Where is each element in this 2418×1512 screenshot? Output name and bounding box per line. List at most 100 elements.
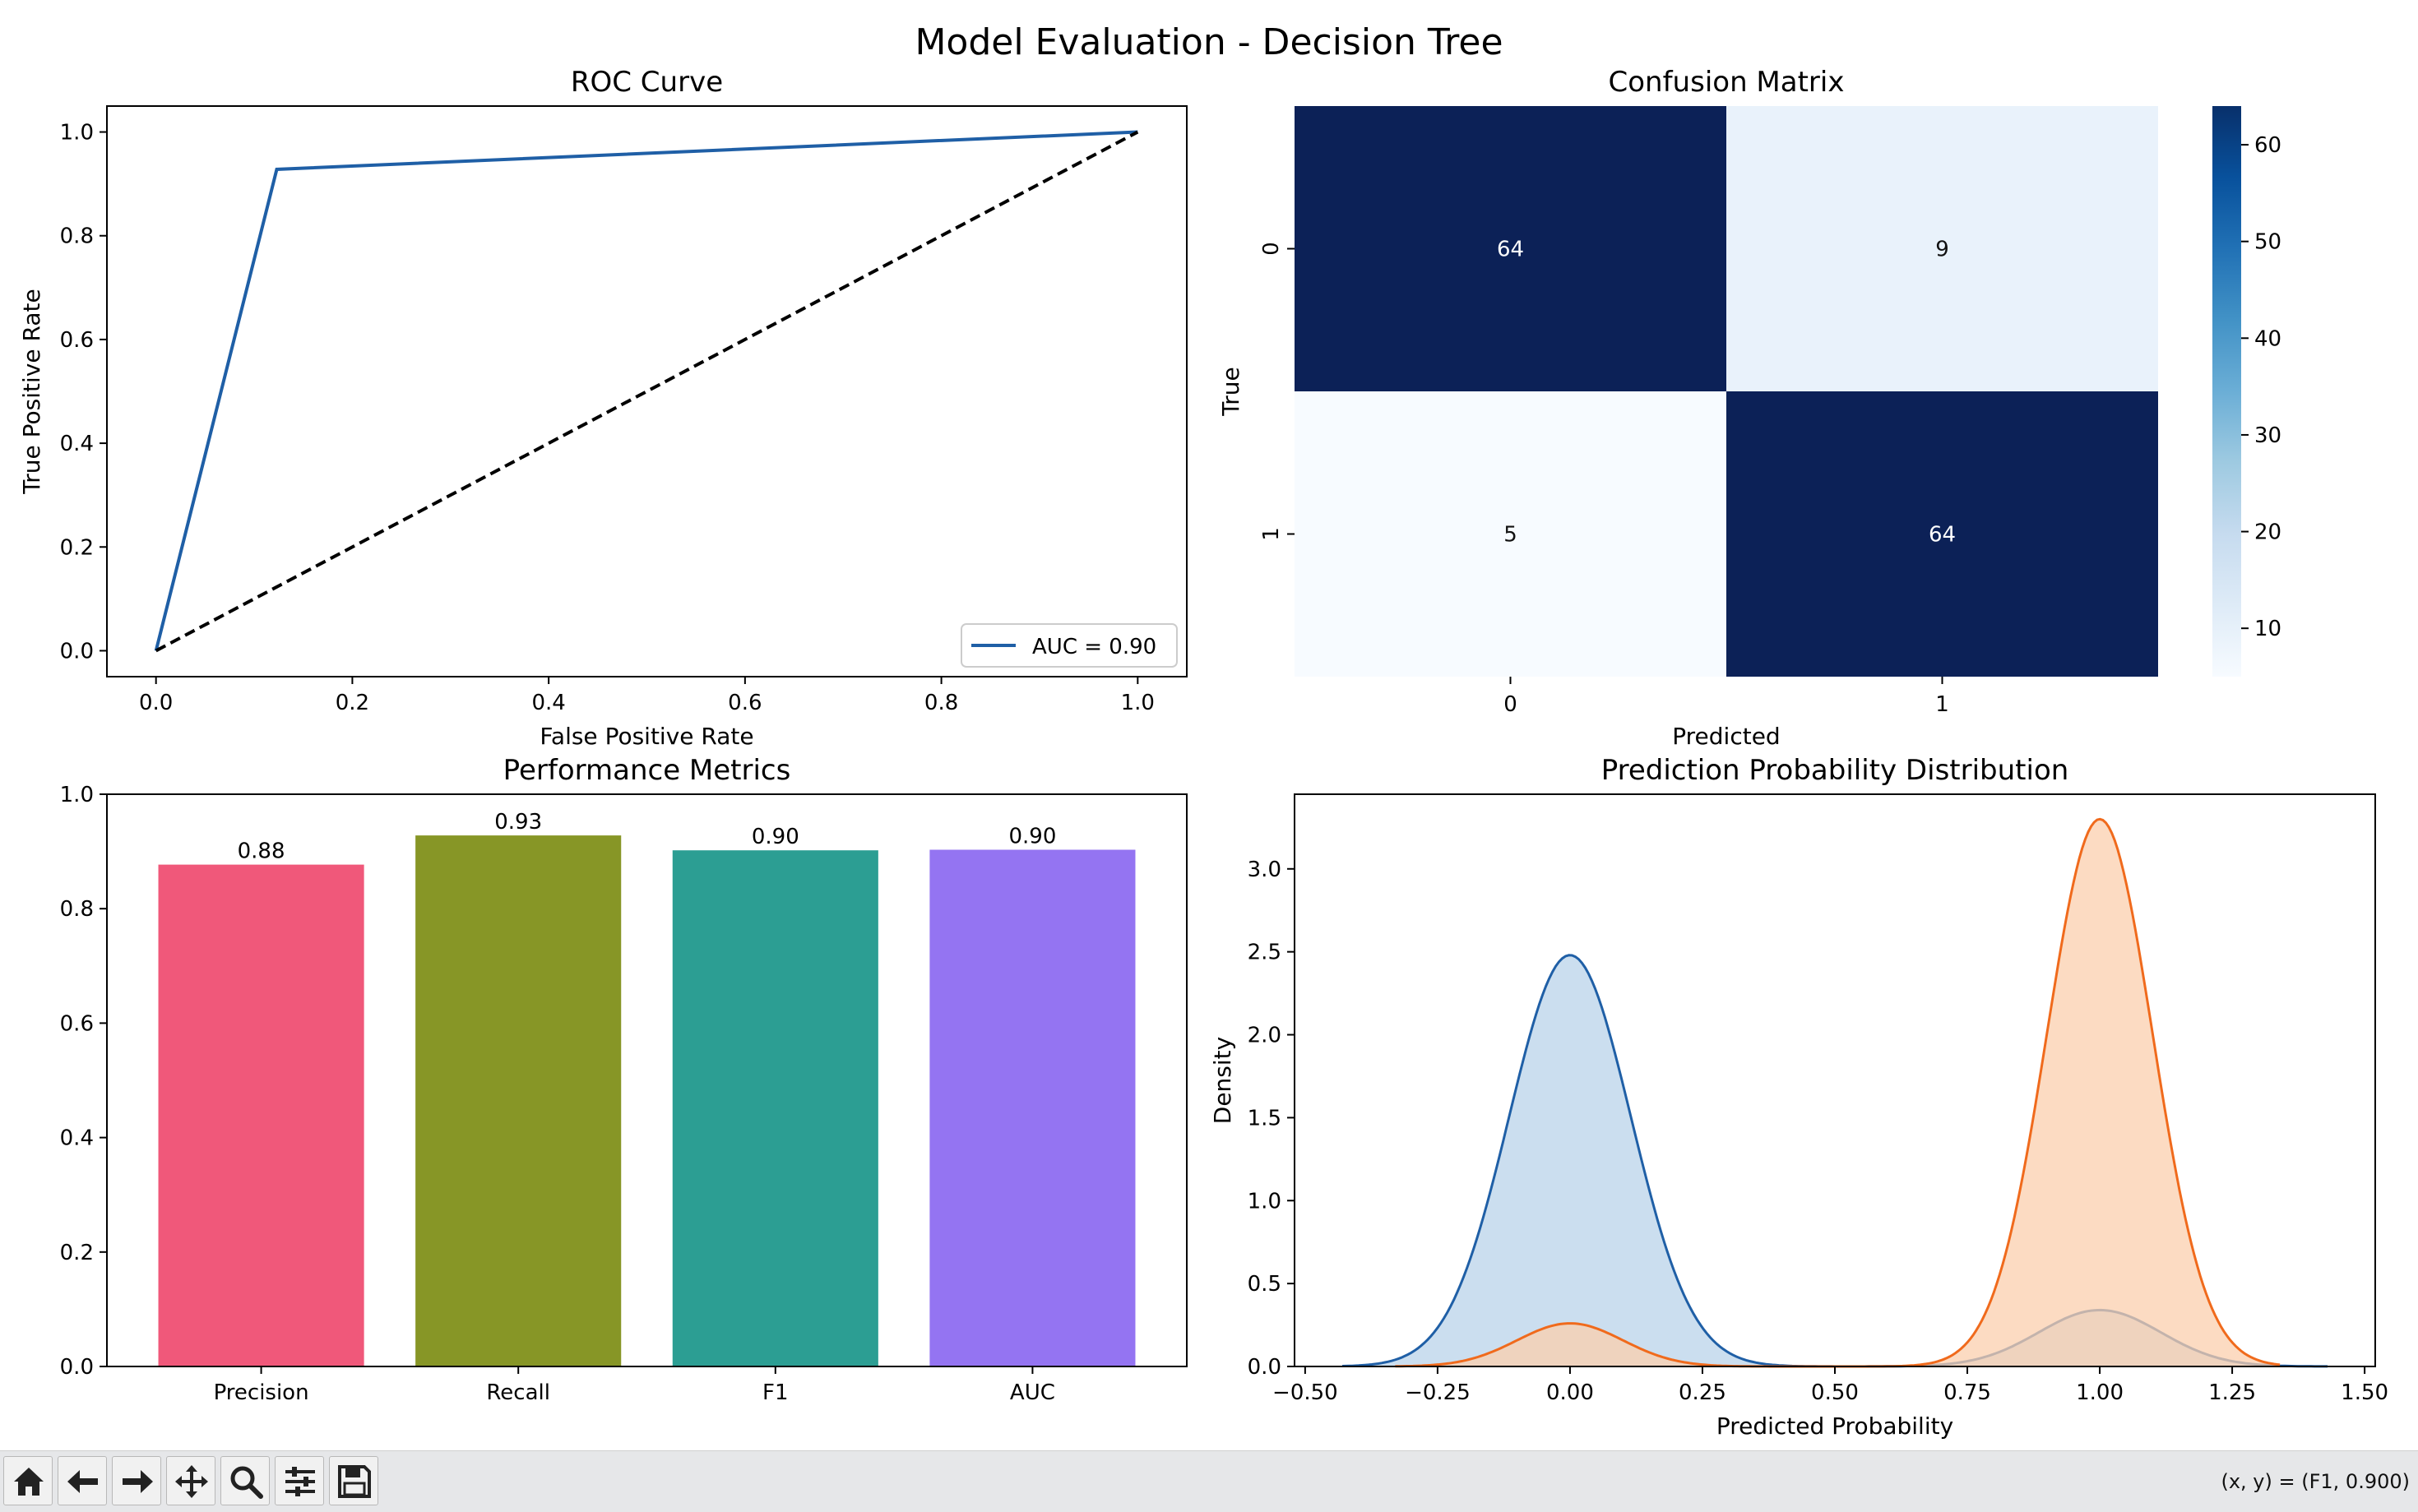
- colorbar-tick-label: 60: [2254, 133, 2281, 158]
- metrics-x-tick-label: AUC: [1010, 1380, 1055, 1405]
- metrics-y-tick-label: 0.4: [60, 1126, 94, 1151]
- zoom-button[interactable]: [220, 1456, 270, 1505]
- kde-title: Prediction Probability Distribution: [1601, 754, 2069, 787]
- roc-legend-box: [961, 623, 1178, 668]
- roc-y-tick-label: 0.2: [60, 535, 94, 560]
- cm-x-tick-label: 1: [1935, 692, 1949, 717]
- metrics-axes-frame: [106, 793, 1188, 1367]
- colorbar-tick-label: 50: [2254, 230, 2281, 255]
- roc-x-tick-label: 0.2: [336, 691, 369, 715]
- heatmap-cell: [1295, 106, 1726, 391]
- roc-x-axis-label: False Positive Rate: [540, 723, 753, 750]
- cm-y-tick-label: 1: [1259, 527, 1284, 541]
- roc-x-tick-label: 0.4: [531, 691, 565, 715]
- colorbar-tick-label: 30: [2254, 423, 2281, 448]
- metric-bar-value-label: 0.90: [1008, 825, 1056, 849]
- zoom-icon: [230, 1466, 263, 1499]
- kde-x-tick-label: 0.00: [1546, 1380, 1594, 1405]
- roc-y-tick-label: 0.8: [60, 224, 94, 249]
- colorbar: [2212, 106, 2241, 677]
- metrics-y-tick-label: 0.8: [60, 897, 94, 922]
- metrics-x-tick-label: Precision: [214, 1380, 309, 1405]
- cm-x-tick-label: 0: [1503, 692, 1517, 717]
- roc-title: ROC Curve: [571, 66, 723, 99]
- colorbar-tick-label: 20: [2254, 520, 2281, 545]
- metric-bar-value-label: 0.90: [752, 825, 799, 849]
- heatmap-cell-value: 64: [1497, 238, 1524, 262]
- kde-x-tick-label: 1.50: [2341, 1380, 2388, 1405]
- toolbar: (x, y) = (F1, 0.900): [0, 1450, 2418, 1512]
- kde-x-tick-label: 0.25: [1679, 1380, 1726, 1405]
- roc-x-tick-label: 0.0: [139, 691, 173, 715]
- kde-y-tick-label: 1.0: [1248, 1189, 1281, 1214]
- roc-y-axis-label: True Positive Rate: [18, 289, 45, 494]
- home-button[interactable]: [3, 1456, 53, 1505]
- kde-x-axis-label: Predicted Probability: [1716, 1413, 1953, 1440]
- roc-y-tick-label: 0.6: [60, 328, 94, 353]
- forward-arrow-icon: [123, 1470, 153, 1493]
- cm-y-tick-label: 0: [1259, 242, 1284, 256]
- roc-y-tick-label: 0.0: [60, 639, 94, 664]
- metric-bar: [929, 849, 1136, 1366]
- kde-y-tick-label: 2.0: [1248, 1024, 1281, 1048]
- home-icon: [14, 1468, 44, 1496]
- colorbar-tick-label: 40: [2254, 326, 2281, 351]
- heatmap-cell: [1726, 106, 2158, 391]
- roc-legend-label: AUC = 0.90: [1032, 635, 1156, 659]
- forward-button[interactable]: [112, 1456, 161, 1505]
- kde-x-tick-label: 0.50: [1811, 1380, 1859, 1405]
- confusion-matrix-title: Confusion Matrix: [1609, 66, 1845, 99]
- metrics-y-tick-label: 1.0: [60, 783, 94, 807]
- roc-x-tick-label: 0.6: [728, 691, 762, 715]
- configure-subplots-icon: [285, 1467, 315, 1496]
- pan-icon: [175, 1465, 208, 1498]
- heatmap-cell: [1726, 391, 2158, 677]
- kde-x-tick-label: 1.00: [2076, 1380, 2124, 1405]
- metric-bar-value-label: 0.88: [238, 839, 285, 864]
- kde-axes-frame: [1294, 793, 2376, 1367]
- back-arrow-icon: [67, 1470, 98, 1493]
- figure-title: Model Evaluation - Decision Tree: [915, 21, 1503, 63]
- density-area: [1342, 955, 2328, 1366]
- metrics-x-tick-label: Recall: [486, 1380, 550, 1405]
- probability-distribution-chart: Prediction Probability Distribution −0.50…: [1209, 754, 2388, 1440]
- roc-axes-frame: [106, 105, 1188, 677]
- metrics-title: Performance Metrics: [503, 754, 791, 787]
- roc-y-tick-label: 1.0: [60, 121, 94, 146]
- kde-y-axis-label: Density: [1209, 1037, 1236, 1124]
- figure: Model Evaluation - Decision Tree ROC Cur…: [18, 21, 2388, 1440]
- kde-y-tick-label: 3.0: [1248, 858, 1281, 882]
- metrics-y-tick-label: 0.2: [60, 1241, 94, 1265]
- kde-y-tick-label: 1.5: [1248, 1106, 1281, 1131]
- kde-y-tick-label: 2.5: [1248, 941, 1281, 965]
- roc-chart: ROC Curve 0.0 0.2 0.4 0.6 0.8 1.0 0.0 0.2 0.4 0.6 0…: [18, 66, 1188, 750]
- kde-x-tick-label: 1.25: [2208, 1380, 2256, 1405]
- heatmap-cell-value: 9: [1935, 238, 1949, 262]
- kde-y-tick-label: 0.5: [1248, 1272, 1281, 1297]
- pan-button[interactable]: [166, 1456, 215, 1505]
- heatmap-cell-value: 64: [1929, 523, 1956, 548]
- configure-subplots-button[interactable]: [275, 1456, 324, 1505]
- roc-x-tick-label: 1.0: [1121, 691, 1155, 715]
- cursor-coordinates: (x, y) = (F1, 0.900): [2221, 1470, 2410, 1493]
- back-button[interactable]: [58, 1456, 107, 1505]
- save-button[interactable]: [329, 1456, 378, 1505]
- metrics-x-tick-label: F1: [762, 1380, 789, 1405]
- save-icon: [338, 1465, 371, 1498]
- cm-x-axis-label: Predicted: [1672, 723, 1780, 750]
- density-area: [1395, 819, 2281, 1366]
- metric-bar-value-label: 0.93: [494, 810, 542, 835]
- heatmap-cell-value: 5: [1503, 523, 1517, 548]
- roc-x-tick-label: 0.8: [924, 691, 958, 715]
- metric-bar: [415, 835, 622, 1366]
- metric-bar: [158, 864, 364, 1366]
- heatmap-cell: [1295, 391, 1726, 677]
- roc-curve-line: [154, 130, 1138, 651]
- metric-bar: [672, 850, 878, 1366]
- kde-x-tick-label: −0.25: [1405, 1380, 1471, 1405]
- performance-metrics-chart: Performance Metrics 0.88 0.93 0.90 0.90 Preci…: [60, 754, 1188, 1405]
- kde-x-tick-label: −0.50: [1272, 1380, 1338, 1405]
- chance-diagonal-line: [155, 130, 1139, 653]
- roc-y-tick-label: 0.4: [60, 432, 94, 456]
